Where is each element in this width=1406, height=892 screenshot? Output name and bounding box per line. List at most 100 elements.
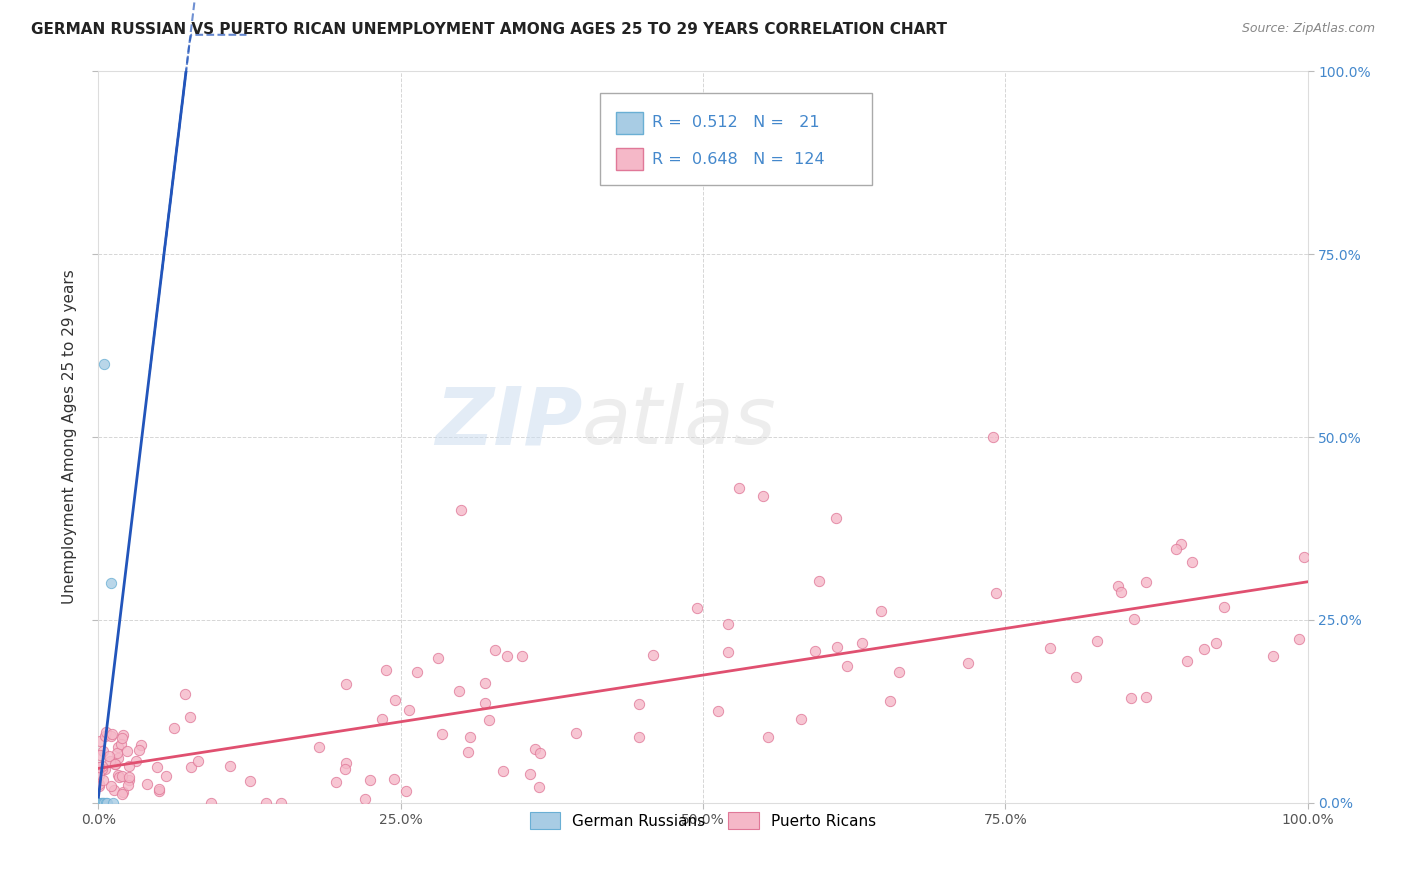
Point (308, 739, 330, 754)
Point (484, 643, 506, 657)
Point (474, 696, 496, 710)
Bar (616, 112, 643, 134)
Point (1135, 690, 1157, 704)
Point (519, 767, 541, 781)
Point (1109, 585, 1132, 599)
Point (529, 746, 551, 760)
Point (1212, 599, 1234, 614)
Point (107, 768, 129, 782)
Point (790, 713, 813, 727)
Point (825, 510, 848, 524)
Point (1288, 632, 1310, 647)
Point (1261, 648, 1284, 663)
Text: GERMAN RUSSIAN VS PUERTO RICAN UNEMPLOYMENT AMONG AGES 25 TO 29 YEARS CORRELATIO: GERMAN RUSSIAN VS PUERTO RICAN UNEMPLOYM… (31, 22, 946, 37)
Point (335, 677, 357, 691)
Point (107, 751, 129, 765)
Point (728, 481, 751, 495)
Point (686, 600, 709, 615)
Y-axis label: Unemployment Among Ages 25 to 29 years: Unemployment Among Ages 25 to 29 years (62, 269, 77, 605)
Point (93, 796, 115, 810)
Point (87, 759, 110, 773)
Point (510, 649, 533, 664)
Point (375, 663, 398, 677)
Point (879, 694, 901, 708)
Point (90, 759, 112, 773)
Point (835, 658, 858, 673)
Point (100, 779, 122, 793)
Point (89, 748, 111, 763)
Point (91, 762, 114, 776)
Point (717, 645, 740, 659)
FancyBboxPatch shape (600, 94, 872, 185)
Point (146, 760, 169, 774)
Point (111, 769, 134, 783)
Text: Source: ZipAtlas.com: Source: ZipAtlas.com (1241, 22, 1375, 36)
Point (405, 665, 427, 679)
Point (89, 733, 111, 747)
Point (335, 756, 357, 771)
Point (128, 743, 150, 757)
Point (104, 756, 127, 771)
Text: R =  0.648   N =  124: R = 0.648 N = 124 (652, 152, 825, 167)
Point (474, 676, 496, 690)
Point (1181, 555, 1204, 569)
Point (1119, 691, 1142, 706)
Point (1107, 580, 1129, 594)
Point (869, 604, 891, 618)
Point (447, 683, 470, 698)
Point (1175, 654, 1198, 668)
Point (94, 724, 117, 739)
Point (104, 756, 127, 771)
Point (325, 774, 347, 789)
Point (112, 785, 135, 799)
Point (103, 782, 125, 797)
Point (1039, 641, 1062, 656)
Point (87, 796, 110, 810)
Text: R =  0.512   N =   21: R = 0.512 N = 21 (652, 115, 820, 130)
Point (117, 770, 139, 784)
Point (457, 745, 479, 759)
Point (163, 722, 186, 736)
Point (527, 780, 550, 795)
Point (1170, 537, 1192, 551)
Point (200, 796, 222, 810)
Point (94, 729, 117, 743)
Point (1123, 612, 1146, 626)
Point (496, 648, 519, 663)
Point (707, 704, 730, 718)
Point (1064, 670, 1087, 684)
Point (333, 762, 356, 776)
Point (180, 759, 202, 773)
Point (628, 731, 651, 745)
Point (91, 796, 114, 810)
Point (627, 697, 650, 711)
Point (111, 731, 134, 745)
Text: atlas: atlas (582, 384, 778, 461)
Point (174, 687, 197, 701)
Point (107, 739, 129, 754)
Point (398, 703, 420, 717)
Point (87, 796, 110, 810)
Point (384, 693, 406, 707)
Point (382, 772, 405, 787)
Point (91, 796, 114, 810)
Point (87, 796, 110, 810)
Point (179, 710, 201, 724)
Point (112, 728, 135, 742)
Point (717, 616, 740, 631)
Point (270, 796, 292, 810)
Point (1205, 636, 1227, 650)
Point (371, 712, 394, 726)
Point (110, 737, 132, 751)
Point (187, 754, 209, 768)
Legend: German Russians, Puerto Ricans: German Russians, Puerto Ricans (523, 805, 883, 836)
Point (353, 791, 375, 805)
Point (87, 796, 110, 810)
Point (125, 754, 148, 768)
Point (87, 796, 110, 810)
Point (804, 644, 827, 658)
Point (87, 796, 110, 810)
Point (97, 749, 120, 764)
Point (492, 764, 515, 779)
Point (426, 650, 449, 665)
